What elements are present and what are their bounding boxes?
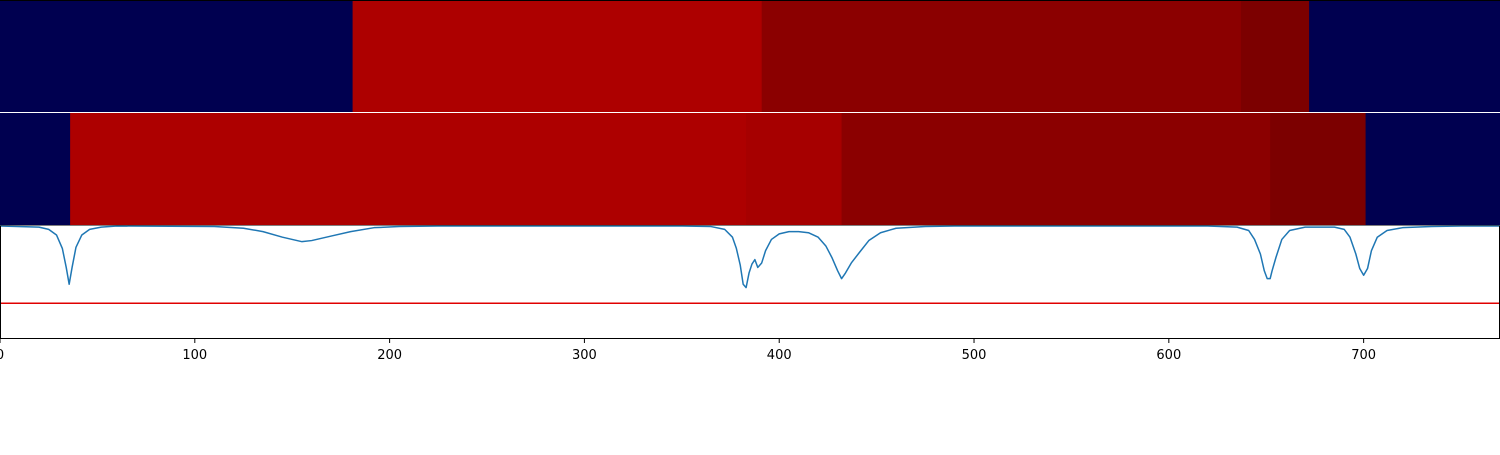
x-tick-label-0: 0 — [0, 348, 4, 363]
middle-strip-segment-0 — [0, 113, 71, 225]
middle-heatmap-strip — [0, 113, 1500, 225]
x-tick-label-300: 300 — [572, 348, 597, 363]
top-strip-segment-3 — [1240, 0, 1310, 112]
top-strip-segment-0 — [0, 0, 354, 112]
middle-strip-segment-2 — [746, 113, 843, 225]
middle-strip-segment-1 — [70, 113, 747, 225]
signal-panel — [0, 225, 1500, 339]
x-tick-label-200: 200 — [377, 348, 402, 363]
top-heatmap-strip — [0, 0, 1500, 112]
middle-strip-segment-4 — [1270, 113, 1367, 225]
top-strip-segment-1 — [352, 0, 763, 112]
x-tick-label-700: 700 — [1351, 348, 1376, 363]
x-tick-label-500: 500 — [962, 348, 987, 363]
x-tick-label-100: 100 — [182, 348, 207, 363]
middle-strip-segment-5 — [1365, 113, 1500, 225]
x-axis: 0 100 200 300 400 500 600 700 — [0, 338, 1376, 363]
x-tick-label-600: 600 — [1156, 348, 1181, 363]
top-strip-segment-4 — [1309, 0, 1500, 112]
middle-strip-segment-3 — [841, 113, 1271, 225]
top-strip-segment-2 — [761, 0, 1242, 112]
signal-series-line — [0, 225, 1500, 289]
x-tick-label-400: 400 — [767, 348, 792, 363]
